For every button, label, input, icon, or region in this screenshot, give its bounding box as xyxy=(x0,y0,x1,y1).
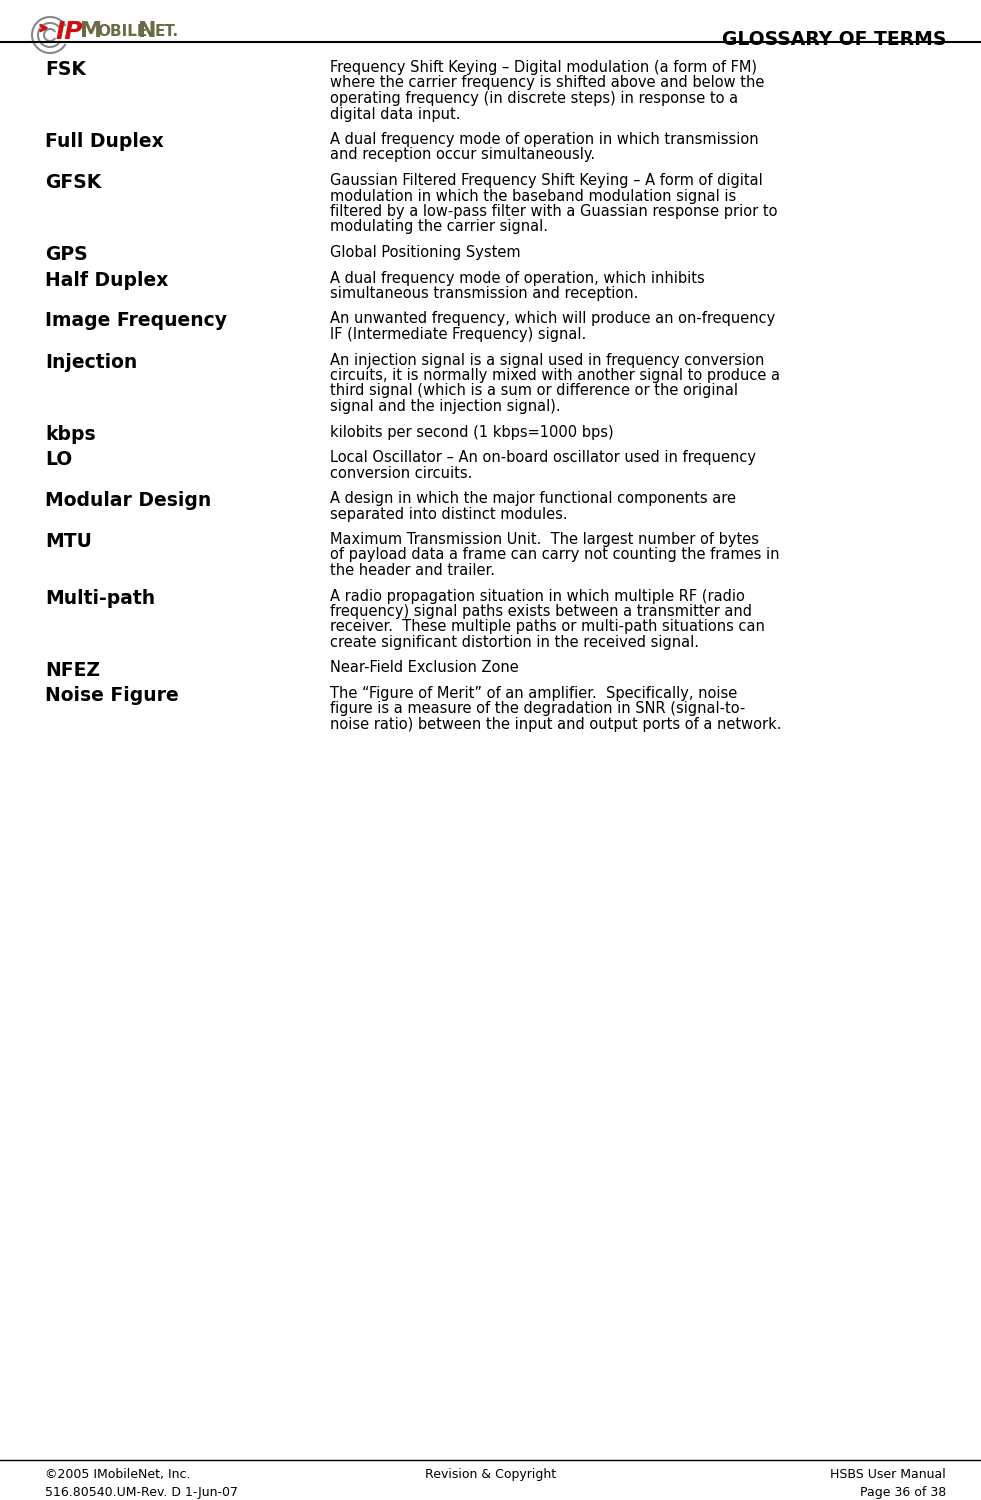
Text: Near-Field Exclusion Zone: Near-Field Exclusion Zone xyxy=(330,660,519,675)
Text: FSK: FSK xyxy=(45,60,86,80)
Text: and reception occur simultaneously.: and reception occur simultaneously. xyxy=(330,147,595,162)
Text: kbps: kbps xyxy=(45,424,95,444)
Text: filtered by a low-pass filter with a Guassian response prior to: filtered by a low-pass filter with a Gua… xyxy=(330,204,778,219)
Text: ©2005 IMobileNet, Inc.: ©2005 IMobileNet, Inc. xyxy=(45,1468,190,1480)
Text: simultaneous transmission and reception.: simultaneous transmission and reception. xyxy=(330,286,639,302)
Text: Noise Figure: Noise Figure xyxy=(45,686,179,705)
Text: A dual frequency mode of operation in which transmission: A dual frequency mode of operation in wh… xyxy=(330,132,758,147)
Text: IP: IP xyxy=(55,20,82,44)
Text: M: M xyxy=(80,21,102,40)
Text: A dual frequency mode of operation, which inhibits: A dual frequency mode of operation, whic… xyxy=(330,270,704,285)
Text: NFEZ: NFEZ xyxy=(45,660,100,680)
Text: N: N xyxy=(138,21,157,40)
Text: Full Duplex: Full Duplex xyxy=(45,132,164,152)
Text: Frequency Shift Keying – Digital modulation (a form of FM): Frequency Shift Keying – Digital modulat… xyxy=(330,60,757,75)
Text: Half Duplex: Half Duplex xyxy=(45,270,169,290)
Text: noise ratio) between the input and output ports of a network.: noise ratio) between the input and outpu… xyxy=(330,717,782,732)
Text: operating frequency (in discrete steps) in response to a: operating frequency (in discrete steps) … xyxy=(330,92,738,106)
Text: Local Oscillator – An on-board oscillator used in frequency: Local Oscillator – An on-board oscillato… xyxy=(330,450,756,465)
Text: Global Positioning System: Global Positioning System xyxy=(330,244,521,260)
Text: where the carrier frequency is shifted above and below the: where the carrier frequency is shifted a… xyxy=(330,75,764,90)
Text: An unwanted frequency, which will produce an on-frequency: An unwanted frequency, which will produc… xyxy=(330,312,775,327)
Text: of payload data a frame can carry not counting the frames in: of payload data a frame can carry not co… xyxy=(330,548,780,562)
Text: separated into distinct modules.: separated into distinct modules. xyxy=(330,507,568,522)
Text: signal and the injection signal).: signal and the injection signal). xyxy=(330,399,560,414)
Text: IF (Intermediate Frequency) signal.: IF (Intermediate Frequency) signal. xyxy=(330,327,587,342)
Text: A radio propagation situation in which multiple RF (radio: A radio propagation situation in which m… xyxy=(330,588,745,603)
Text: GPS: GPS xyxy=(45,244,87,264)
Text: Multi-path: Multi-path xyxy=(45,588,155,608)
Text: GFSK: GFSK xyxy=(45,172,101,192)
Text: ET.: ET. xyxy=(155,24,180,39)
Text: Revision & Copyright: Revision & Copyright xyxy=(425,1468,556,1480)
Text: Image Frequency: Image Frequency xyxy=(45,312,227,330)
Text: Modular Design: Modular Design xyxy=(45,490,211,510)
Text: An injection signal is a signal used in frequency conversion: An injection signal is a signal used in … xyxy=(330,352,764,368)
Text: circuits, it is normally mixed with another signal to produce a: circuits, it is normally mixed with anot… xyxy=(330,368,780,382)
Text: Maximum Transmission Unit.  The largest number of bytes: Maximum Transmission Unit. The largest n… xyxy=(330,532,759,548)
Text: OBILE: OBILE xyxy=(97,24,147,39)
Text: create significant distortion in the received signal.: create significant distortion in the rec… xyxy=(330,634,699,650)
Text: frequency) signal paths exists between a transmitter and: frequency) signal paths exists between a… xyxy=(330,604,752,619)
Text: receiver.  These multiple paths or multi-path situations can: receiver. These multiple paths or multi-… xyxy=(330,620,765,634)
Text: LO: LO xyxy=(45,450,73,470)
Text: modulation in which the baseband modulation signal is: modulation in which the baseband modulat… xyxy=(330,189,737,204)
Text: modulating the carrier signal.: modulating the carrier signal. xyxy=(330,219,548,234)
Text: kilobits per second (1 kbps=1000 bps): kilobits per second (1 kbps=1000 bps) xyxy=(330,424,614,439)
Text: 516.80540.UM-Rev. D 1-Jun-07: 516.80540.UM-Rev. D 1-Jun-07 xyxy=(45,1486,238,1498)
Text: digital data input.: digital data input. xyxy=(330,106,460,122)
Text: MTU: MTU xyxy=(45,532,92,550)
Text: the header and trailer.: the header and trailer. xyxy=(330,562,495,578)
Text: figure is a measure of the degradation in SNR (signal-to-: figure is a measure of the degradation i… xyxy=(330,702,746,717)
Text: third signal (which is a sum or difference or the original: third signal (which is a sum or differen… xyxy=(330,384,738,399)
Text: Injection: Injection xyxy=(45,352,137,372)
Text: conversion circuits.: conversion circuits. xyxy=(330,465,473,480)
Text: Gaussian Filtered Frequency Shift Keying – A form of digital: Gaussian Filtered Frequency Shift Keying… xyxy=(330,172,763,188)
Text: HSBS User Manual: HSBS User Manual xyxy=(830,1468,946,1480)
Text: A design in which the major functional components are: A design in which the major functional c… xyxy=(330,490,736,506)
Text: The “Figure of Merit” of an amplifier.  Specifically, noise: The “Figure of Merit” of an amplifier. S… xyxy=(330,686,738,700)
Text: Page 36 of 38: Page 36 of 38 xyxy=(859,1486,946,1498)
Text: GLOSSARY OF TERMS: GLOSSARY OF TERMS xyxy=(722,30,946,50)
